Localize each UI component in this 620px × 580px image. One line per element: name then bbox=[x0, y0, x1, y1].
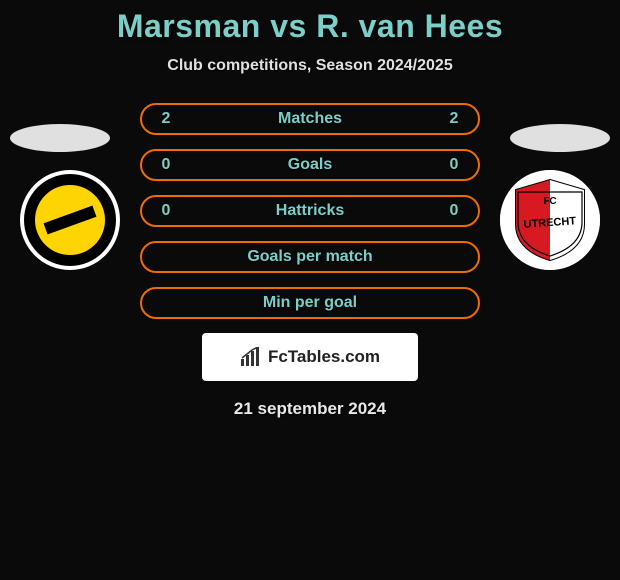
watermark-text: FcTables.com bbox=[268, 347, 380, 367]
stat-label: Goals per match bbox=[247, 248, 372, 266]
date-label: 21 september 2024 bbox=[0, 399, 620, 419]
stat-label: Min per goal bbox=[263, 294, 357, 312]
stat-row: Min per goal bbox=[140, 287, 480, 319]
page-title: Marsman vs R. van Hees bbox=[0, 8, 620, 45]
stat-right-value: 0 bbox=[444, 202, 464, 220]
stat-row: 2 Matches 2 bbox=[140, 103, 480, 135]
page-subtitle: Club competitions, Season 2024/2025 bbox=[0, 57, 620, 75]
watermark[interactable]: FcTables.com bbox=[202, 333, 418, 381]
stat-label: Matches bbox=[278, 110, 342, 128]
stat-right-value: 2 bbox=[444, 110, 464, 128]
stat-row: 0 Goals 0 bbox=[140, 149, 480, 181]
club-badge-right: FC UTRECHT bbox=[500, 170, 600, 270]
stat-row: 0 Hattricks 0 bbox=[140, 195, 480, 227]
stat-left-value: 0 bbox=[156, 156, 176, 174]
svg-text:FC: FC bbox=[543, 196, 556, 207]
stat-label: Hattricks bbox=[276, 202, 344, 220]
chart-icon bbox=[240, 347, 262, 367]
stat-row: Goals per match bbox=[140, 241, 480, 273]
avatar-placeholder-right bbox=[510, 124, 610, 152]
club-badge-left bbox=[20, 170, 120, 270]
avatar-placeholder-left bbox=[10, 124, 110, 152]
stat-right-value: 0 bbox=[444, 156, 464, 174]
stat-left-value: 2 bbox=[156, 110, 176, 128]
stat-left-value: 0 bbox=[156, 202, 176, 220]
stat-label: Goals bbox=[288, 156, 332, 174]
